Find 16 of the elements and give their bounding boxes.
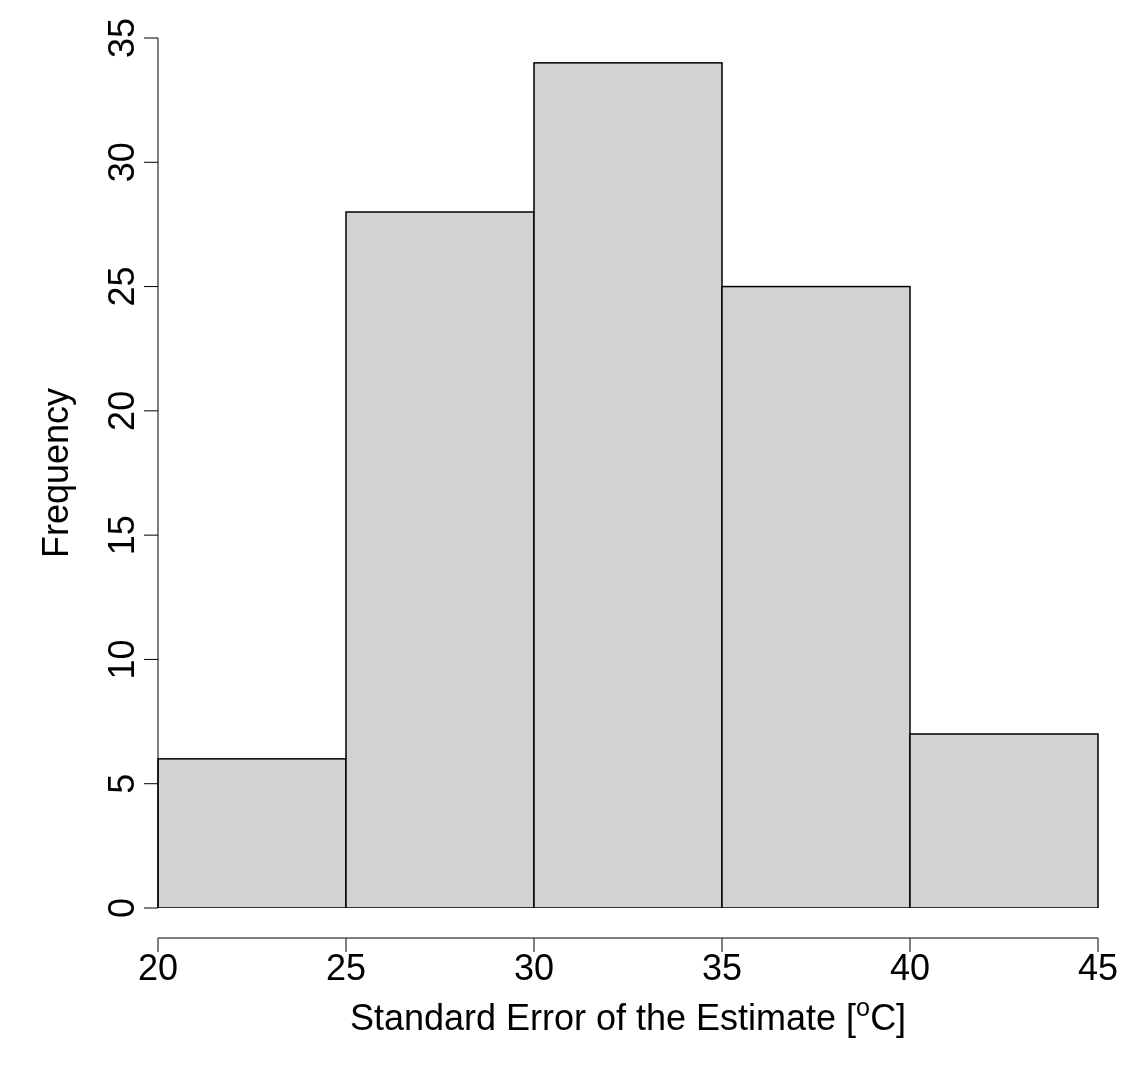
y-tick-label: 10 (101, 639, 142, 680)
x-tick-label: 40 (889, 946, 931, 988)
x-tick-label: 45 (1077, 946, 1119, 988)
y-tick-label: 20 (101, 390, 142, 431)
x-tick-label: 25 (325, 946, 367, 988)
y-tick-label: 25 (101, 266, 142, 307)
x-axis-title: Standard Error of the Estimate [$^{o}$C] (349, 993, 907, 1038)
y-tick-label: 0 (101, 897, 142, 919)
y-axis-title: Frequency (35, 387, 76, 559)
x-tick-label: 35 (701, 946, 743, 988)
x-tick-label: 30 (513, 946, 555, 988)
y-tick-label: 35 (101, 17, 142, 59)
y-tick-label: 5 (101, 773, 142, 794)
y-tick-label: 15 (101, 515, 142, 556)
x-tick-label: 20 (137, 946, 179, 988)
y-tick-label: 30 (101, 142, 142, 183)
